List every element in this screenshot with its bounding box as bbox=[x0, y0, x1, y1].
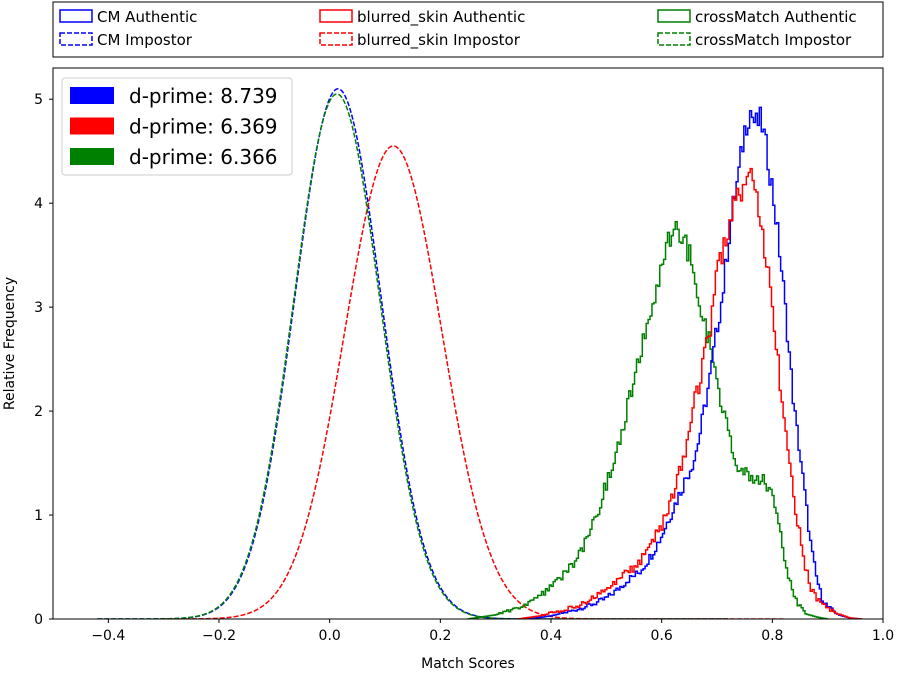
legend-label: crossMatch Authentic bbox=[695, 8, 857, 26]
legend-label: crossMatch Impostor bbox=[695, 31, 852, 49]
dprime-label: d-prime: 6.366 bbox=[129, 145, 278, 169]
x-tick-label: −0.2 bbox=[202, 628, 236, 644]
dprime-swatch bbox=[70, 148, 114, 165]
legend-label: blurred_skin Authentic bbox=[357, 8, 525, 27]
legend-swatch bbox=[59, 32, 93, 46]
series-blurred-skin-authentic bbox=[517, 167, 863, 619]
x-tick-label: 0.6 bbox=[651, 628, 673, 644]
y-tick-label: 1 bbox=[34, 508, 43, 524]
axes-layer: −0.4 −0.2 0.0 0.2 0.4 0.6 0.8 1.0 0 1 2 3 4 5 bbox=[34, 92, 894, 644]
x-tick-label: 0.8 bbox=[761, 628, 783, 644]
legend-swatch bbox=[319, 9, 353, 23]
series-blurred-skin-impostor bbox=[163, 145, 784, 619]
x-tick-label: 0.2 bbox=[429, 628, 451, 644]
legend-top-box bbox=[52, 1, 884, 58]
dprime-label: d-prime: 6.369 bbox=[129, 115, 278, 139]
legend-dprime: d-prime: 8.739 d-prime: 6.369 d-prime: 6.3… bbox=[61, 77, 293, 176]
legend-label: CM Authentic bbox=[97, 8, 197, 26]
dprime-swatch bbox=[70, 117, 114, 135]
y-tick-label: 0 bbox=[34, 612, 43, 628]
legend-swatch bbox=[59, 9, 93, 23]
legend-label: CM Impostor bbox=[97, 31, 193, 49]
x-tick-label: 0.0 bbox=[319, 628, 341, 644]
y-tick-label: 2 bbox=[34, 404, 43, 420]
dprime-label: d-prime: 8.739 bbox=[129, 84, 278, 108]
plot-area-frame bbox=[52, 67, 884, 620]
y-tick-label: 5 bbox=[34, 92, 43, 108]
series-crossmatch-impostor bbox=[97, 93, 729, 619]
legend-swatch bbox=[657, 9, 691, 23]
legend-dprime-box bbox=[61, 77, 293, 176]
y-axis-label: Relative Frequency bbox=[2, 277, 18, 410]
legend-swatch bbox=[657, 32, 691, 46]
series-crossmatch-authentic bbox=[467, 221, 829, 619]
series-cm-authentic bbox=[528, 106, 862, 619]
series-layer bbox=[97, 88, 863, 619]
x-axis-label: Match Scores bbox=[421, 656, 515, 672]
y-tick-label: 4 bbox=[34, 196, 43, 212]
x-tick-label: 0.4 bbox=[540, 628, 562, 644]
legend-label: blurred_skin Impostor bbox=[357, 31, 521, 50]
legend-swatch bbox=[319, 32, 353, 46]
legend-top: CM Authentic blurred_skin Authentic crossM… bbox=[52, 1, 884, 58]
dprime-swatch bbox=[70, 87, 114, 104]
y-tick-label: 3 bbox=[34, 300, 43, 316]
x-tick-label: −0.4 bbox=[91, 628, 125, 644]
x-tick-label: 1.0 bbox=[872, 628, 894, 644]
